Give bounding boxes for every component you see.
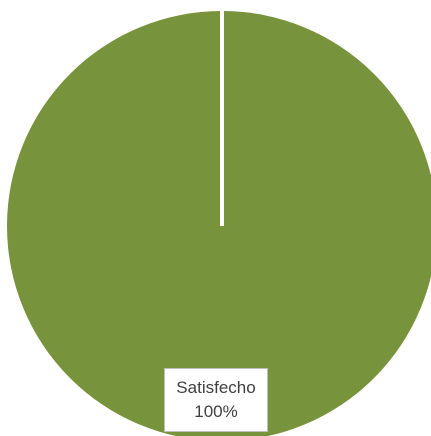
slice-data-label: Satisfecho 100%	[164, 368, 268, 432]
slice-percent-label: 100%	[194, 402, 238, 421]
pie-slice-satisfecho	[7, 11, 431, 436]
slice-category-label: Satisfecho	[176, 378, 256, 397]
